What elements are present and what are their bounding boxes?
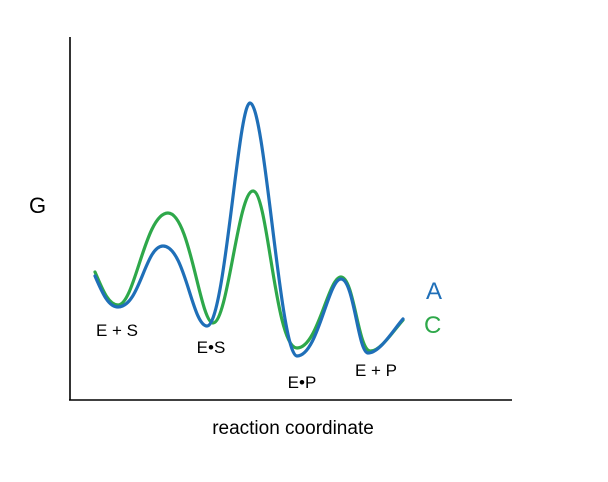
curve-a [93, 101, 405, 358]
label-e-dot-p: E•P [288, 373, 317, 392]
x-axis-label: reaction coordinate [212, 418, 374, 439]
label-e-dot-s: E•S [197, 338, 226, 357]
label-e-plus-s: E + S [96, 321, 138, 340]
curve-c-label: C [424, 312, 441, 339]
y-axis-label: G [29, 193, 46, 218]
label-e-plus-p: E + P [355, 361, 397, 380]
curve-a-label: A [426, 278, 442, 305]
